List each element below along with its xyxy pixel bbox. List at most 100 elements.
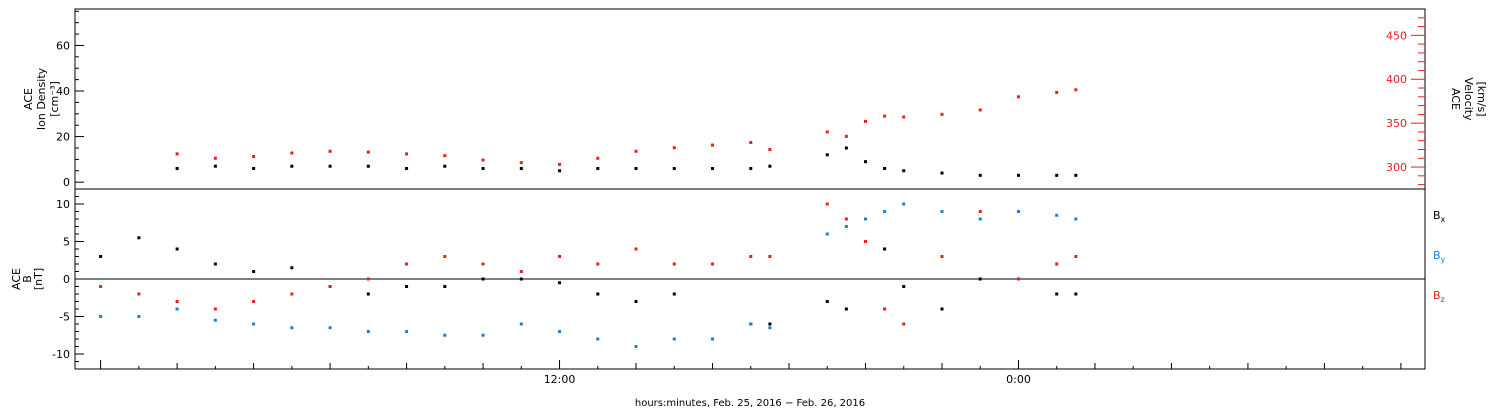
bz-point [902,322,906,326]
bz-point [863,240,867,243]
velocity-point [558,162,562,166]
by-point [768,326,772,330]
by-point [672,337,676,341]
density-point [213,164,217,168]
velocity-point [825,130,829,134]
b-tick-label: 10 [56,198,70,211]
velocity-y-axis: 300 350 400 450 [1386,17,1425,186]
velocity-point [252,155,256,159]
velocity-point [328,149,332,153]
bz-point [940,255,944,258]
bz-point [1016,277,1020,281]
density-tick-label: 40 [56,85,70,98]
b-tick-label: 5 [63,236,70,249]
bx-point [481,277,485,281]
time-tick-label: 12:00 [544,373,576,386]
bz-point [99,285,103,288]
by-point [366,330,370,333]
density-point [634,166,638,170]
by-point [443,333,447,337]
velocity-point [290,151,294,155]
density-point [863,160,867,164]
velocity-point [863,119,867,123]
by-point [1074,217,1078,221]
bz-point [213,307,217,311]
density-axis-label-line1: ACE [22,88,35,110]
velocity-point [634,149,638,153]
b-tick-label: 0 [63,273,70,286]
by-point [883,210,887,213]
bz-point [844,217,848,221]
velocity-point [405,152,409,156]
bx-point [405,285,409,288]
bx-point [99,255,103,258]
velocity-point [711,143,715,147]
density-point [1055,173,1059,177]
velocity-point [366,150,370,154]
bx-point [634,300,638,303]
velocity-point [749,140,753,144]
bz-point [519,270,523,273]
by-point [1055,213,1059,217]
top-panel-frame [74,8,1426,190]
bx-point [137,236,141,240]
bx-point [213,262,217,266]
density-point [443,164,447,168]
velocity-point [940,112,944,116]
by-point [634,345,638,348]
bz-point [825,202,829,206]
bz-point [768,255,772,258]
density-point [1074,173,1078,177]
by-point [213,318,217,322]
bx-point [902,285,906,288]
by-point [749,322,753,326]
bx-point [883,247,887,251]
by-point [978,217,982,221]
density-point [558,169,562,173]
bz-point [711,262,715,266]
bottom-panel: 10 5 0 -5 -10 ACE B [nT] Bx By Bz [10,188,1446,370]
bx-point [825,300,829,303]
bx-point [940,307,944,311]
density-point [883,166,887,170]
density-point [978,173,982,177]
by-point [940,210,944,213]
by-point [902,202,906,206]
density-point [902,169,906,173]
b-tick-label: -5 [59,311,70,324]
by-point [711,337,715,341]
density-tick-label: 0 [63,176,70,189]
density-point [711,166,715,170]
bz-point [978,210,982,213]
velocity-point [596,156,600,160]
density-axis-label-line2: Ion Density [35,67,48,130]
bx-point [366,292,370,296]
bx-point [978,277,982,281]
bz-point [883,307,887,311]
velocity-point [1016,95,1020,99]
velocity-point [902,115,906,119]
density-axis-label-line3: [cm⁻³] [48,81,61,117]
bx-point [558,281,562,285]
b-y-axis: 10 5 0 -5 -10 [52,196,84,362]
velocity-tick-label: 450 [1386,29,1407,42]
time-x-axis: 12:00 0:00 [100,360,1402,386]
velocity-point [883,114,887,118]
bx-point [672,292,676,296]
by-point [405,330,409,333]
bz-point [672,262,676,266]
bx-point [1074,292,1078,296]
by-point [137,315,141,318]
bx-point [596,292,600,296]
legend-by: By [1433,249,1446,264]
velocity-point [213,156,217,160]
velocity-point [844,134,848,138]
time-tick-label: 0:00 [1006,373,1031,386]
top-panel: 0 20 40 60 300 350 400 450 ACE Ion Density [cm… [22,8,1488,190]
b-legend: Bx By Bz [1433,209,1446,304]
by-point [596,337,600,341]
density-point [1016,173,1020,177]
density-tick-label: 20 [56,131,70,144]
density-point [768,164,772,168]
bz-point [443,255,447,258]
